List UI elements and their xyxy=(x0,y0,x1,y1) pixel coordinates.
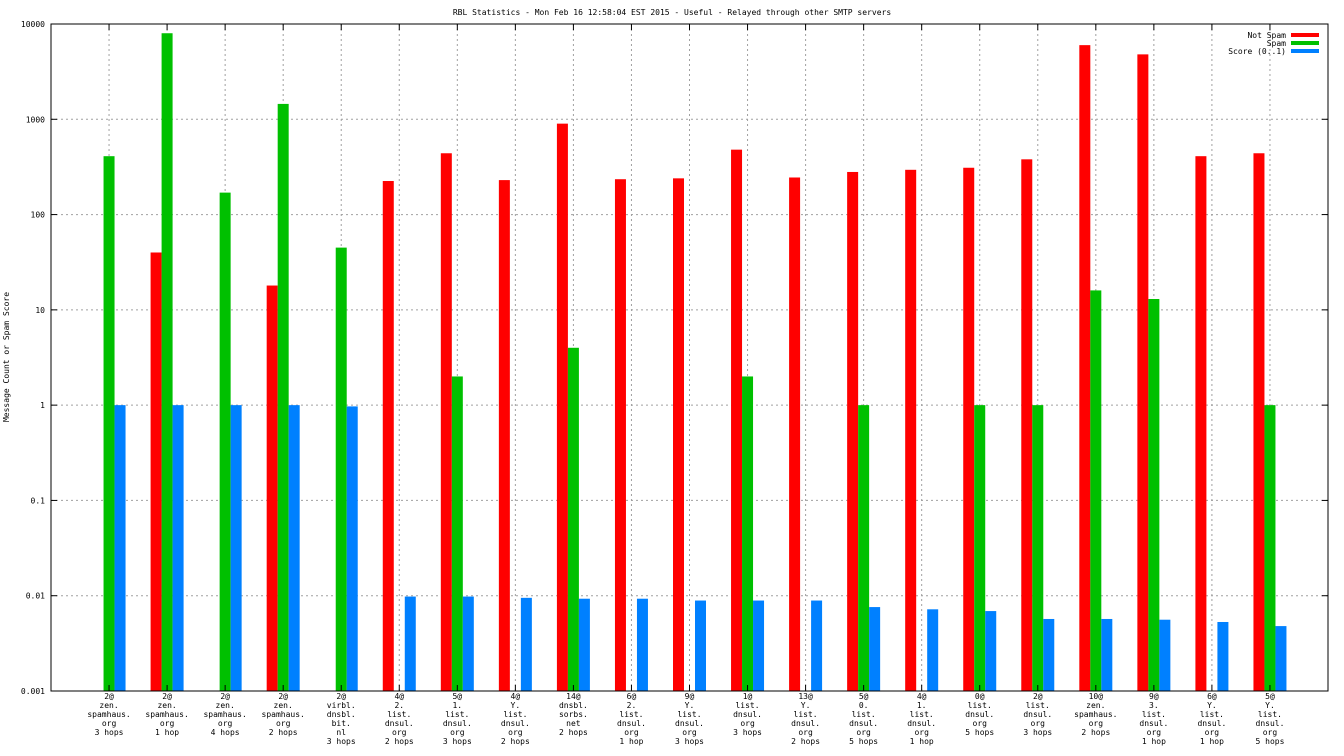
x-tick-label: 0@ list. dnsul. org 5 hops xyxy=(965,692,994,737)
x-tick-label: 1@ list. dnsul. org 3 hops xyxy=(733,692,762,737)
y-tick-label: 10000 xyxy=(21,20,45,29)
bar-score-0-1 xyxy=(1043,618,1055,691)
bar-score-0-1 xyxy=(811,600,823,691)
bar-spam xyxy=(1090,290,1102,691)
legend-label: Not Spam xyxy=(1247,31,1286,40)
bar-spam xyxy=(219,192,231,691)
bar-score-0-1 xyxy=(404,596,416,691)
x-tick-label: 4@ 1. list. dnsul. org 1 hop xyxy=(907,692,936,746)
chart-title: RBL Statistics - Mon Feb 16 12:58:04 EST… xyxy=(453,8,891,17)
bar-score-0-1 xyxy=(462,596,474,691)
bar-not-spam xyxy=(673,178,684,692)
legend-swatch xyxy=(1291,33,1319,37)
bar-score-0-1 xyxy=(1217,621,1229,691)
y-tick-label: 1 xyxy=(40,401,45,410)
y-tick-label: 0.01 xyxy=(26,592,45,601)
bar-spam xyxy=(858,405,870,691)
legend-swatch xyxy=(1291,49,1319,53)
bar-spam xyxy=(335,247,347,691)
bar-spam xyxy=(1148,298,1160,691)
bar-spam xyxy=(277,103,289,691)
bar-score-0-1 xyxy=(1275,626,1287,691)
bar-spam xyxy=(451,376,463,691)
bar-not-spam xyxy=(1021,159,1033,691)
x-tick-label: 6@ Y. list. dnsul. org 1 hop xyxy=(1197,692,1226,746)
legend-label: Spam xyxy=(1267,39,1286,48)
y-axis-label: Message Count or Spam Score xyxy=(2,292,11,422)
bar-spam xyxy=(1032,405,1044,691)
x-tick-label: 5@ 0. list. dnsul. org 5 hops xyxy=(849,692,878,746)
x-tick-label: 6@ 2. list. dnsul. org 1 hop xyxy=(617,692,646,746)
bar-spam xyxy=(974,405,986,691)
bar-spam xyxy=(161,33,173,692)
legend-swatch xyxy=(1291,41,1319,45)
bar-score-0-1 xyxy=(114,405,126,691)
bar-not-spam xyxy=(847,171,859,692)
bar-score-0-1 xyxy=(288,405,300,691)
bar-not-spam xyxy=(1079,45,1091,691)
bar-score-0-1 xyxy=(172,405,184,691)
bar-not-spam xyxy=(1253,153,1265,691)
bar-spam xyxy=(1264,405,1276,691)
bar-not-spam xyxy=(731,149,743,691)
x-tick-label: 9@ Y. list. dnsul. org 3 hops xyxy=(675,692,704,746)
bar-not-spam xyxy=(905,169,917,692)
bar-spam xyxy=(103,156,115,691)
grid-layer xyxy=(51,24,1328,691)
bar-spam xyxy=(742,376,754,691)
bar-not-spam xyxy=(1137,54,1149,691)
bar-score-0-1 xyxy=(985,611,997,691)
bar-score-0-1 xyxy=(1101,618,1113,691)
x-tick-label: 2@ zen. spamhaus. org 2 hops xyxy=(262,692,305,737)
x-tick-label: 4@ Y. list. dnsul. org 2 hops xyxy=(501,692,530,746)
bar-score-0-1 xyxy=(520,597,532,691)
x-tick-label: 2@ virbl. dnsbl. bit. nl 3 hops xyxy=(327,692,356,746)
bar-not-spam xyxy=(440,153,452,691)
x-tick-label: 2@ zen. spamhaus. org 1 hop xyxy=(145,692,188,737)
x-tick-label: 13@ Y. list. dnsul. org 2 hops xyxy=(791,692,820,746)
bar-score-0-1 xyxy=(927,609,939,691)
bar-score-0-1 xyxy=(346,406,358,691)
bar-not-spam xyxy=(382,181,394,691)
y-tick-label: 0.1 xyxy=(31,496,46,505)
x-tick-label: 4@ 2. list. dnsul. org 2 hops xyxy=(385,692,414,746)
bar-not-spam xyxy=(614,179,626,691)
x-tick-label: 2@ list. dnsul. org 3 hops xyxy=(1023,692,1052,737)
x-tick-label: 5@ 1. list. dnsul. org 3 hops xyxy=(443,692,472,746)
bar-score-0-1 xyxy=(1159,619,1171,691)
bar-not-spam xyxy=(498,180,510,691)
x-tick-label: 9@ 3. list. dnsul. org 1 hop xyxy=(1139,692,1168,746)
bar-not-spam xyxy=(1195,156,1207,691)
bars-layer xyxy=(103,33,1287,692)
legend-label: Score (0..1) xyxy=(1228,47,1286,56)
bar-score-0-1 xyxy=(636,598,648,691)
bar-score-0-1 xyxy=(230,405,242,691)
x-axis-ticks: 2@ zen. spamhaus. org 3 hops 2@ zen. spamhaus. o… xyxy=(87,24,1285,746)
y-tick-label: 100 xyxy=(31,211,46,220)
y-axis-ticks: 0.001 0.01 0.1 1 10 100 1000 10000 xyxy=(21,20,1328,696)
x-tick-label: 2@ zen. spamhaus. org 4 hops xyxy=(203,692,246,737)
bar-score-0-1 xyxy=(578,598,590,691)
y-tick-label: 0.001 xyxy=(21,687,45,696)
bar-score-0-1 xyxy=(869,607,881,691)
x-tick-label: 2@ zen. spamhaus. org 3 hops xyxy=(87,692,130,737)
x-tick-label: 14@ dnsbl. sorbs. net 2 hops xyxy=(559,692,588,737)
bar-not-spam xyxy=(963,167,975,691)
y-tick-label: 1000 xyxy=(26,115,45,124)
bar-not-spam xyxy=(266,285,278,691)
x-tick-label: 5@ Y. list. dnsul. org 5 hops xyxy=(1256,692,1285,746)
bar-not-spam xyxy=(789,177,801,692)
bar-spam xyxy=(567,347,579,691)
bar-not-spam xyxy=(150,252,162,691)
x-tick-label: 10@ zen. spamhaus. org 2 hops xyxy=(1074,692,1117,737)
bar-score-0-1 xyxy=(695,600,706,691)
bar-score-0-1 xyxy=(753,600,765,691)
y-tick-label: 10 xyxy=(35,306,45,315)
bar-not-spam xyxy=(556,123,568,691)
